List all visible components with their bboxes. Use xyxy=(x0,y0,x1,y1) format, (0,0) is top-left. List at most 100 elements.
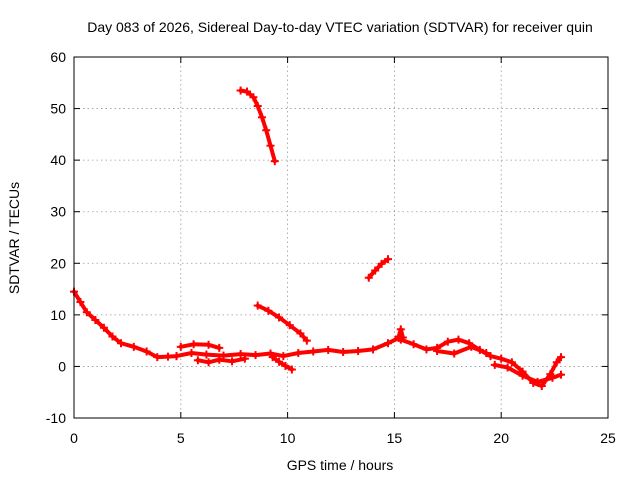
data-point xyxy=(364,273,373,282)
data-point xyxy=(294,349,303,358)
data-point xyxy=(236,350,245,359)
data-point xyxy=(172,352,181,361)
data-point xyxy=(215,343,224,352)
data-point xyxy=(275,313,284,322)
data-point xyxy=(533,377,542,386)
x-tick-label: 20 xyxy=(493,430,509,446)
series-arc-1 xyxy=(70,287,181,362)
data-point xyxy=(204,358,213,367)
series-line xyxy=(270,355,294,372)
data-point xyxy=(490,360,499,369)
data-point xyxy=(243,87,252,96)
x-tick-label: 10 xyxy=(280,430,296,446)
x-tick-label: 25 xyxy=(600,430,616,446)
data-point xyxy=(467,342,476,351)
data-point xyxy=(189,340,198,349)
data-point xyxy=(309,347,318,356)
data-point xyxy=(422,345,431,354)
data-point xyxy=(99,323,108,332)
data-point xyxy=(482,349,491,358)
data-point xyxy=(116,339,125,348)
series-line xyxy=(435,344,489,356)
y-tick-label: 20 xyxy=(50,255,66,271)
axis-ticks xyxy=(73,56,609,419)
data-point xyxy=(228,357,237,366)
data-point xyxy=(324,345,333,354)
series-line xyxy=(366,257,390,280)
data-point xyxy=(409,340,418,349)
grid xyxy=(74,57,608,418)
x-axis-label: GPS time / hours xyxy=(287,457,394,473)
data-point xyxy=(287,365,296,374)
data-point xyxy=(285,321,294,330)
data-point xyxy=(503,363,512,372)
data-point xyxy=(270,157,279,166)
series-arc-4 xyxy=(193,354,249,367)
data-point xyxy=(454,335,463,344)
data-point xyxy=(557,370,566,379)
series-arc-9 xyxy=(236,86,279,166)
data-point xyxy=(518,371,527,380)
data-point xyxy=(394,332,403,341)
data-point xyxy=(249,93,258,102)
y-tick-label: -10 xyxy=(46,410,66,426)
y-tick-label: 40 xyxy=(50,152,66,168)
chart-title: Day 083 of 2026, Sidereal Day-to-day VTE… xyxy=(87,19,593,35)
data-point xyxy=(257,113,266,122)
data-point xyxy=(486,352,495,361)
series-arc-12 xyxy=(394,325,407,342)
data-point xyxy=(377,259,386,268)
data-point xyxy=(76,297,85,306)
y-axis-label: SDTVAR / TECUs xyxy=(6,182,22,294)
data-point xyxy=(383,339,392,348)
x-tick-label: 15 xyxy=(387,430,403,446)
data-point xyxy=(450,349,459,358)
y-tick-label: 50 xyxy=(50,101,66,117)
series-arc-11 xyxy=(364,255,392,282)
data-point xyxy=(108,332,117,341)
data-point xyxy=(507,358,516,367)
series-arc-5 xyxy=(268,353,296,374)
x-tick-label: 0 xyxy=(70,430,78,446)
plot-frame xyxy=(73,56,609,419)
data-point xyxy=(371,266,380,275)
data-point xyxy=(383,255,392,264)
data-point xyxy=(253,301,262,310)
series-line xyxy=(174,336,401,359)
data-point xyxy=(443,337,452,346)
data-series xyxy=(70,86,566,391)
data-point xyxy=(215,355,224,364)
data-point xyxy=(236,86,245,95)
data-point xyxy=(187,349,196,358)
series-arc-10 xyxy=(253,301,311,345)
data-point xyxy=(557,353,566,362)
data-point xyxy=(433,346,442,355)
data-point xyxy=(266,141,275,150)
data-point xyxy=(497,354,506,363)
data-point xyxy=(296,329,305,338)
data-point xyxy=(537,382,546,391)
data-point xyxy=(302,336,311,345)
data-point xyxy=(281,361,290,370)
data-point xyxy=(264,306,273,315)
data-point xyxy=(176,342,185,351)
x-tick-label: 5 xyxy=(177,430,185,446)
data-point xyxy=(396,325,405,334)
data-point xyxy=(398,333,407,342)
series-line xyxy=(178,342,222,350)
data-point xyxy=(548,373,557,382)
data-point xyxy=(202,350,211,359)
data-point xyxy=(129,342,138,351)
data-point xyxy=(193,356,202,365)
data-point xyxy=(354,346,363,355)
data-point xyxy=(275,357,284,366)
data-point xyxy=(262,126,271,135)
series-arc-3 xyxy=(176,340,224,352)
data-point xyxy=(153,353,162,362)
data-point xyxy=(268,353,277,362)
data-point xyxy=(142,347,151,356)
data-point xyxy=(204,340,213,349)
series-arc-7 xyxy=(433,342,491,358)
data-point xyxy=(163,352,172,361)
